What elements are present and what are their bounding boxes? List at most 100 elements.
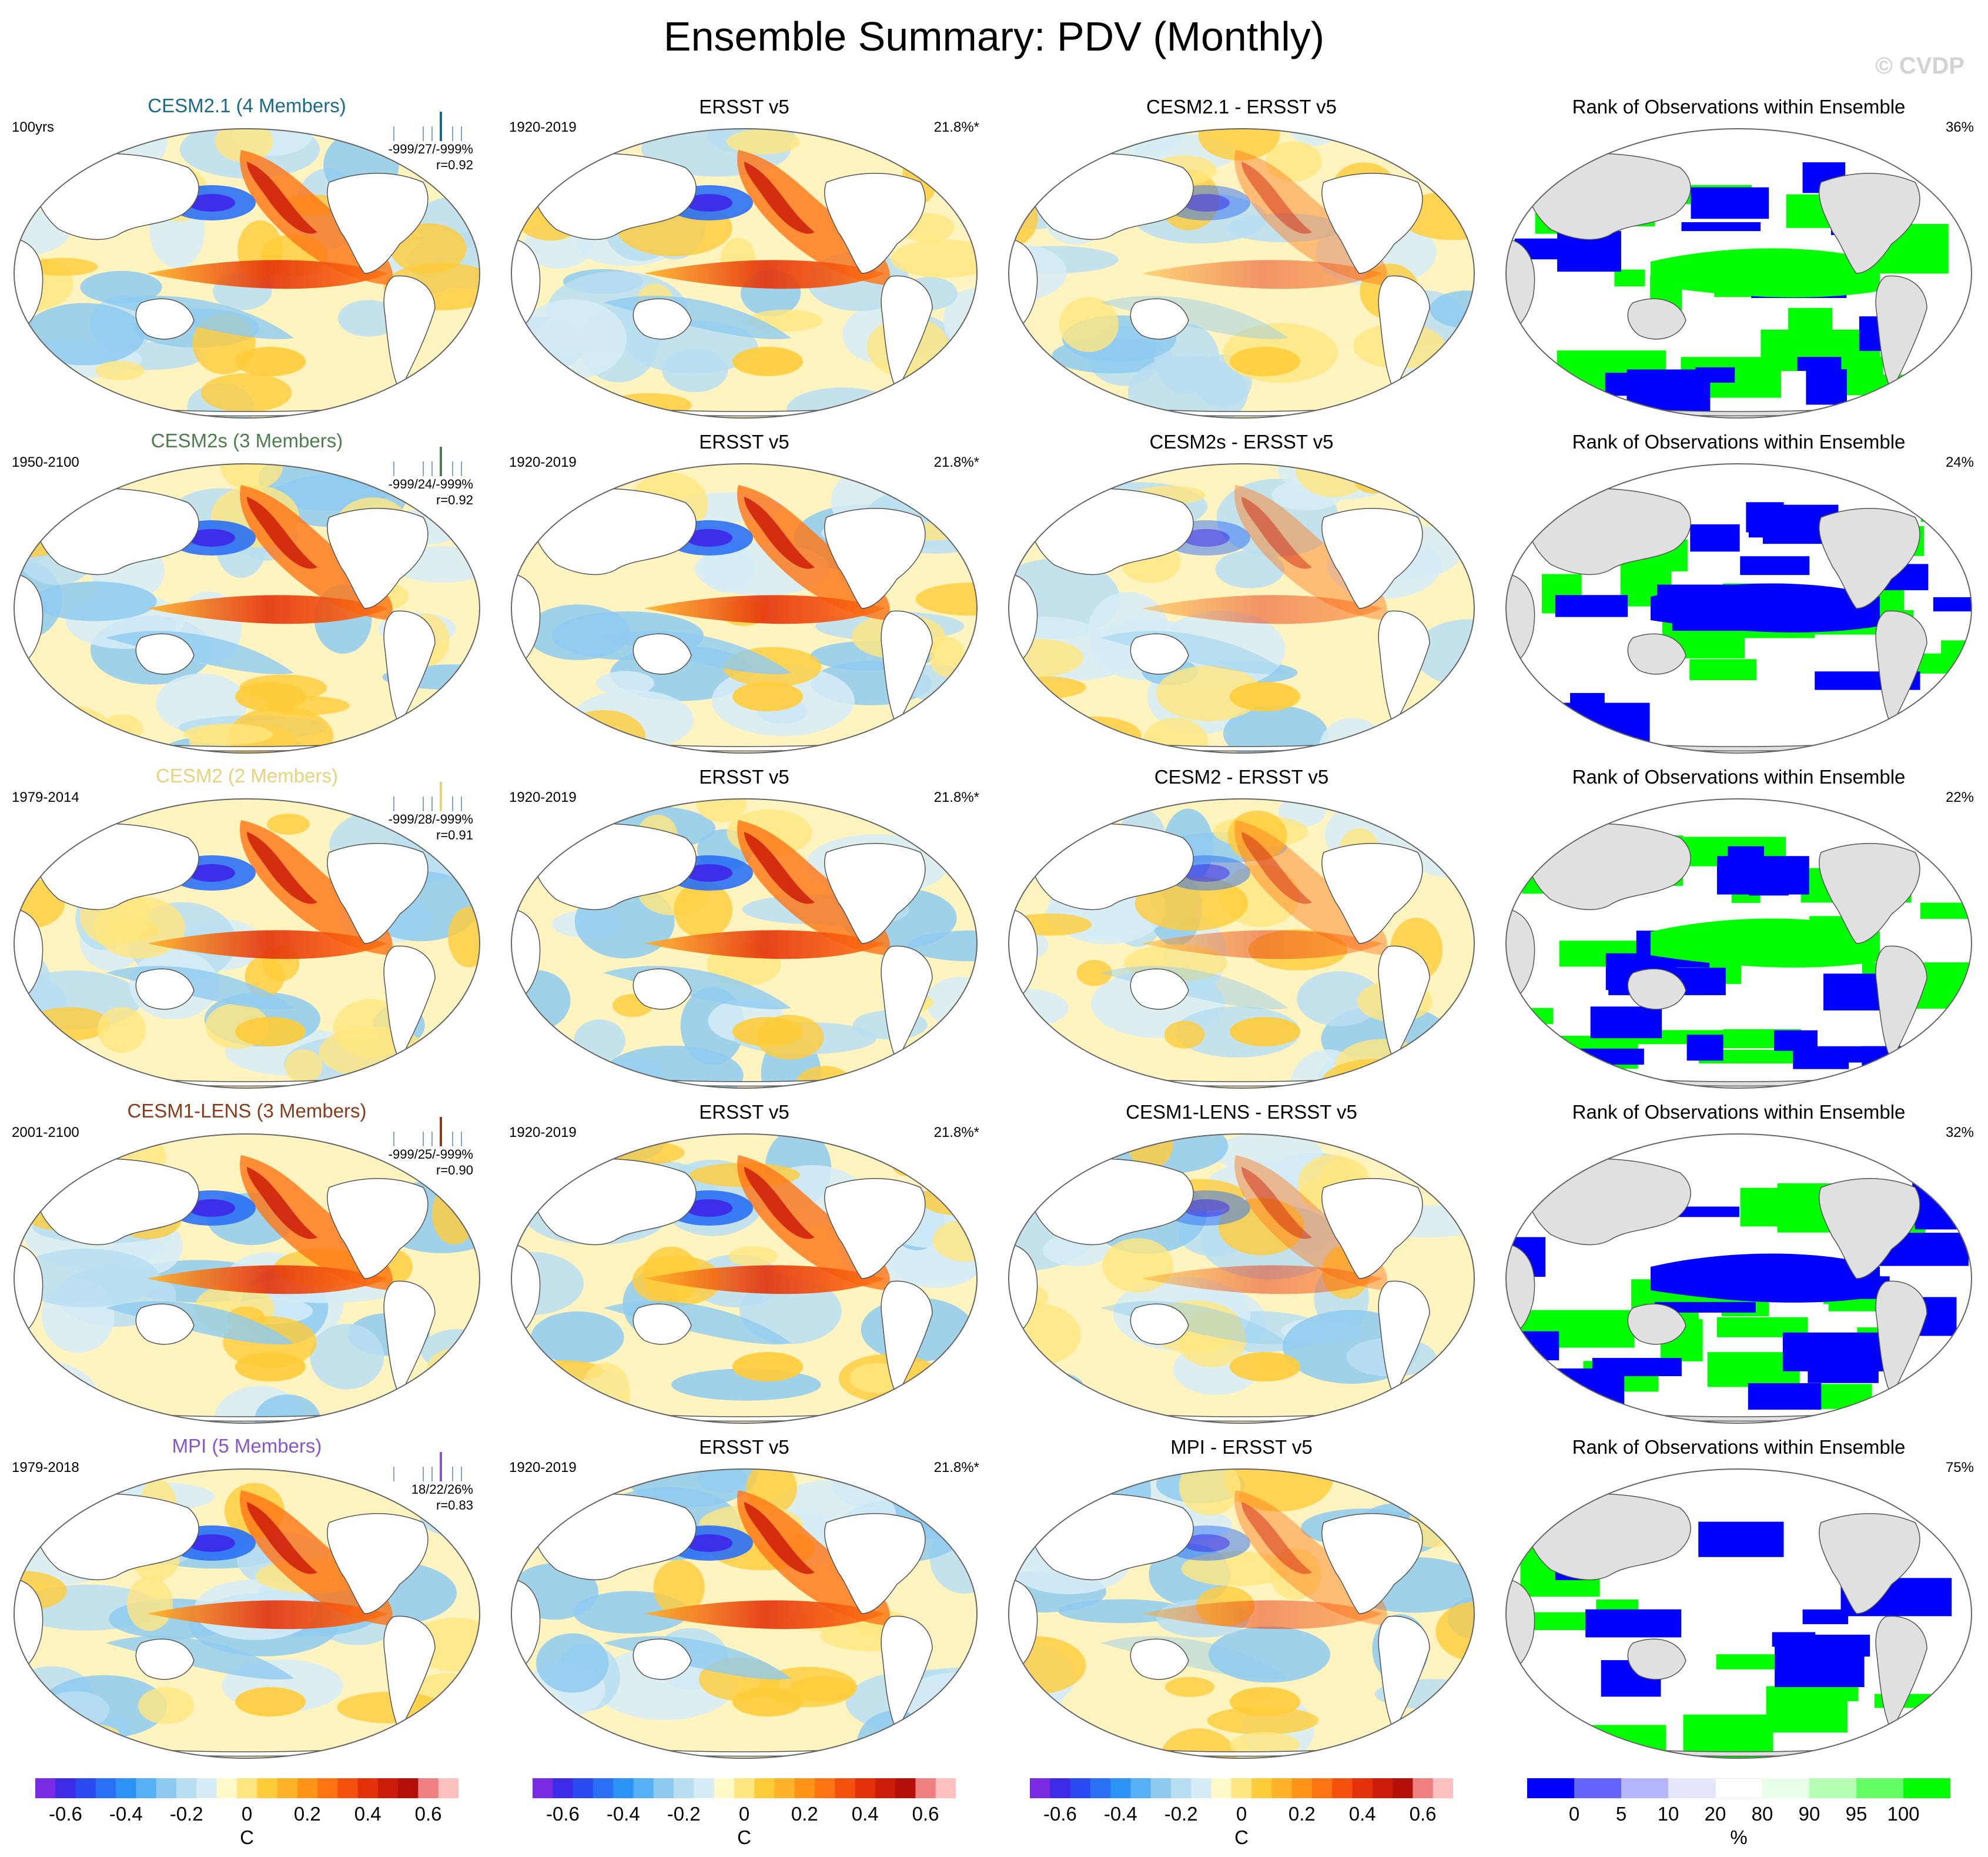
colorbar-swatch [573, 1778, 594, 1798]
colorbar-tick-label: 0 [738, 1803, 750, 1825]
colorbar-swatch [116, 1778, 136, 1798]
continent-shape [1819, 173, 1920, 274]
continent-shape [135, 1303, 195, 1345]
model-map [14, 798, 480, 1089]
colorbar-swatch [236, 1778, 257, 1798]
obs-variance-pct: 21.8%* [933, 119, 979, 135]
colorbar-tick-label: -0.2 [169, 1803, 203, 1825]
model-percentiles: -999/27/-999% [388, 142, 473, 156]
colorbar-swatch [694, 1778, 715, 1798]
continent-shape [135, 968, 195, 1010]
continent-shape [824, 843, 926, 944]
map-outline [511, 1468, 978, 1759]
colorbar-swatch [1271, 1778, 1293, 1798]
map-outline [511, 798, 978, 1089]
model-correlation: r=0.92 [436, 158, 473, 172]
colorbar-swatch [935, 1778, 956, 1798]
continent-shape [1130, 968, 1189, 1010]
map-outline [1008, 1468, 1475, 1759]
colorbar-swatch [633, 1778, 654, 1798]
rank-map [1505, 1133, 1972, 1424]
obs-map [511, 128, 978, 419]
colorbar-swatch [95, 1778, 116, 1798]
continent-shape [135, 633, 195, 675]
continent-shape [1926, 483, 1964, 521]
difference-map [1008, 798, 1475, 1089]
colorbar-swatch [1668, 1778, 1716, 1798]
colorbar-swatch [674, 1778, 694, 1798]
continent-shape [1429, 483, 1467, 521]
map-outline [14, 798, 480, 1089]
obs-map [511, 463, 978, 754]
model-panel-title: CESM2.1 (4 Members) [148, 95, 346, 116]
continent-shape [1321, 1513, 1423, 1614]
map-outline [1505, 1133, 1972, 1424]
rank-panel-title: Rank of Observations within Ensemble [1572, 766, 1906, 788]
difference-map [1008, 128, 1475, 419]
continent-shape [1819, 508, 1920, 609]
continent-shape [327, 173, 429, 274]
colorbar-swatch [418, 1778, 439, 1798]
obs-map [511, 1133, 978, 1424]
model-panel-title: MPI (5 Members) [172, 1435, 322, 1457]
rank-map [1505, 1468, 1972, 1759]
model-map [14, 463, 480, 754]
continent-shape [1321, 1178, 1423, 1279]
colorbar-tick-label: -0.2 [1164, 1803, 1198, 1825]
colorbar-tick-label: -0.6 [48, 1803, 82, 1825]
map-outline [14, 463, 480, 754]
continent-shape [1819, 1513, 1920, 1614]
obs-period: 1920-2019 [509, 454, 577, 470]
map-outline [1008, 1133, 1475, 1424]
continent-shape [632, 968, 692, 1010]
difference-panel-title: MPI - ERSST v5 [1170, 1436, 1313, 1458]
difference-panel-title: CESM1-LENS - ERSST v5 [1126, 1101, 1357, 1123]
colorbar-tick-label: 0 [1568, 1803, 1580, 1825]
continent-shape [632, 633, 692, 675]
map-outline [14, 1133, 480, 1424]
continent-shape [1926, 1488, 1964, 1526]
map-field [14, 1469, 480, 1758]
colorbar-tick-label: 100 [1887, 1803, 1920, 1825]
continent-shape [1429, 1488, 1467, 1526]
continent-shape [932, 818, 969, 856]
colorbar-tick-label: 0.2 [293, 1803, 321, 1825]
continent-shape [1627, 1638, 1686, 1680]
model-map [14, 1468, 480, 1759]
colorbar-swatch [1211, 1778, 1232, 1798]
colorbar-swatch [915, 1778, 936, 1798]
map-field [1009, 1469, 1474, 1758]
colorbar-tick-label: 0.2 [791, 1803, 818, 1825]
map-outline [511, 463, 978, 754]
continent-shape [632, 1303, 692, 1345]
continent-shape [327, 1513, 429, 1614]
model-percentiles: -999/25/-999% [388, 1147, 473, 1162]
continent-shape [824, 173, 926, 274]
colorbar-tick-label: 90 [1798, 1803, 1820, 1825]
obs-variance-pct: 21.8%* [933, 1125, 979, 1140]
obs-panel-title: ERSST v5 [699, 1101, 789, 1123]
ensemble-spread-ticks [393, 447, 462, 476]
continent-shape [932, 483, 969, 521]
colorbar-tick-label: 0.4 [851, 1803, 879, 1825]
continent-shape [1321, 173, 1423, 274]
colorbar-swatch [35, 1778, 56, 1798]
continent-shape [1926, 818, 1964, 856]
colorbar-swatch [1527, 1778, 1575, 1798]
continent-shape [932, 1488, 969, 1526]
model-percentiles: 18/22/26% [411, 1482, 473, 1497]
rank-pct: 36% [1945, 119, 1974, 135]
model-period: 1979-2018 [12, 1460, 79, 1475]
continent-shape [824, 1178, 926, 1279]
ensemble-spread-ticks [393, 112, 462, 141]
colorbar-swatch [1090, 1778, 1111, 1798]
continent-shape [135, 298, 195, 340]
colorbar-swatch [553, 1778, 574, 1798]
continent-shape [434, 483, 472, 521]
colorbar-swatch [1291, 1778, 1313, 1798]
colorbar-swatch [895, 1778, 916, 1798]
model-stats: -999/24/-999% r=0.92 [341, 476, 473, 508]
obs-variance-pct: 21.8%* [933, 789, 979, 805]
continent-shape [1819, 1178, 1920, 1279]
